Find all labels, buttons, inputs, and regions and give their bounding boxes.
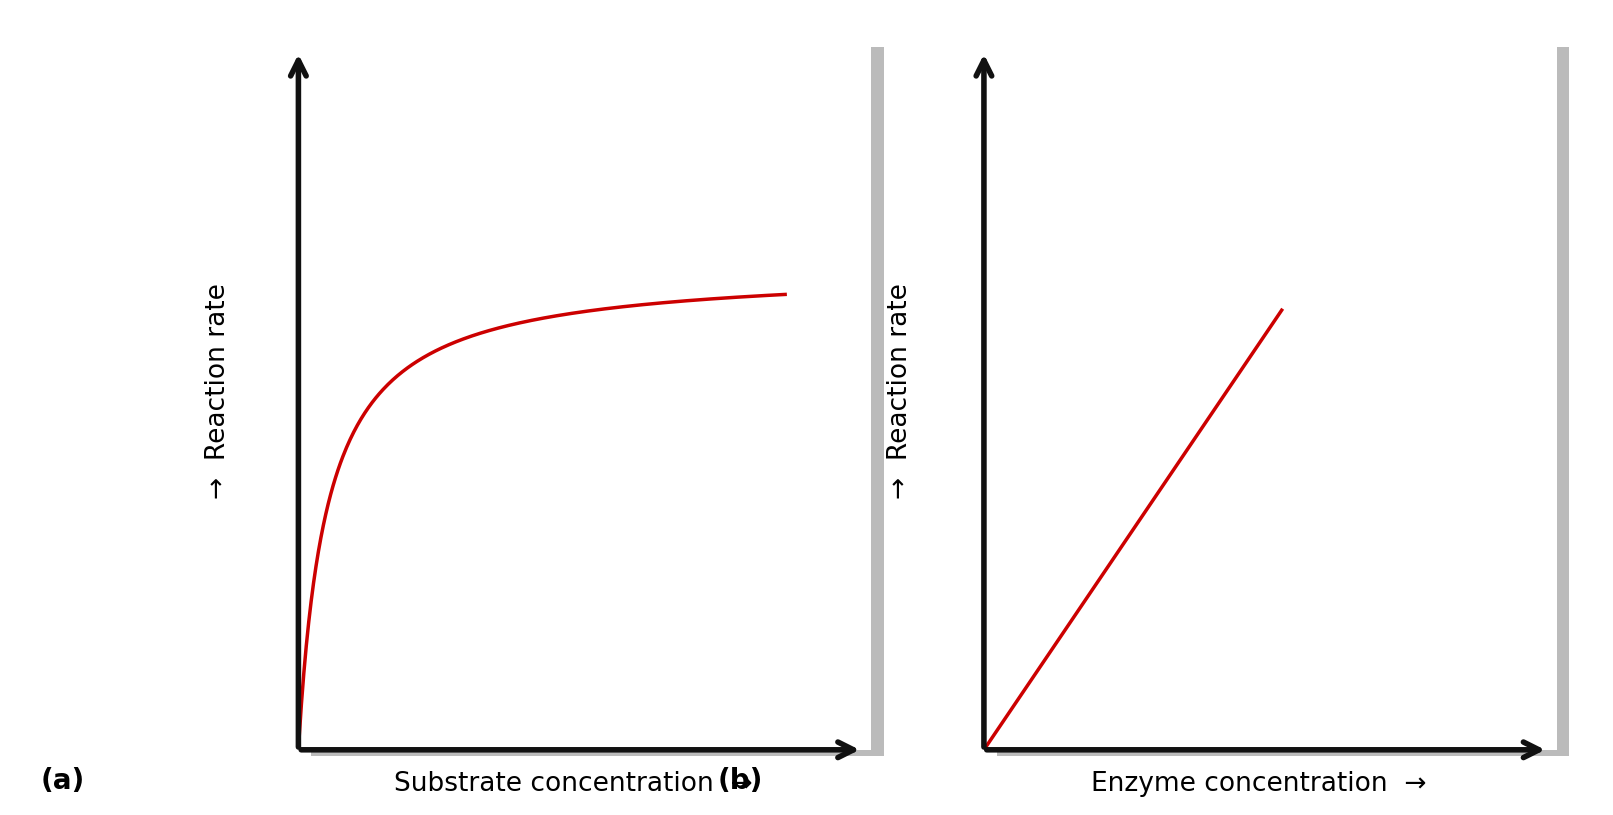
- Text: →  Reaction rate: → Reaction rate: [205, 284, 231, 499]
- Text: (b): (b): [718, 767, 763, 795]
- Text: (a): (a): [40, 767, 84, 795]
- Text: Enzyme concentration  →: Enzyme concentration →: [1090, 771, 1426, 797]
- Text: →  Reaction rate: → Reaction rate: [887, 284, 913, 499]
- Text: Substrate concentration  →: Substrate concentration →: [394, 771, 753, 797]
